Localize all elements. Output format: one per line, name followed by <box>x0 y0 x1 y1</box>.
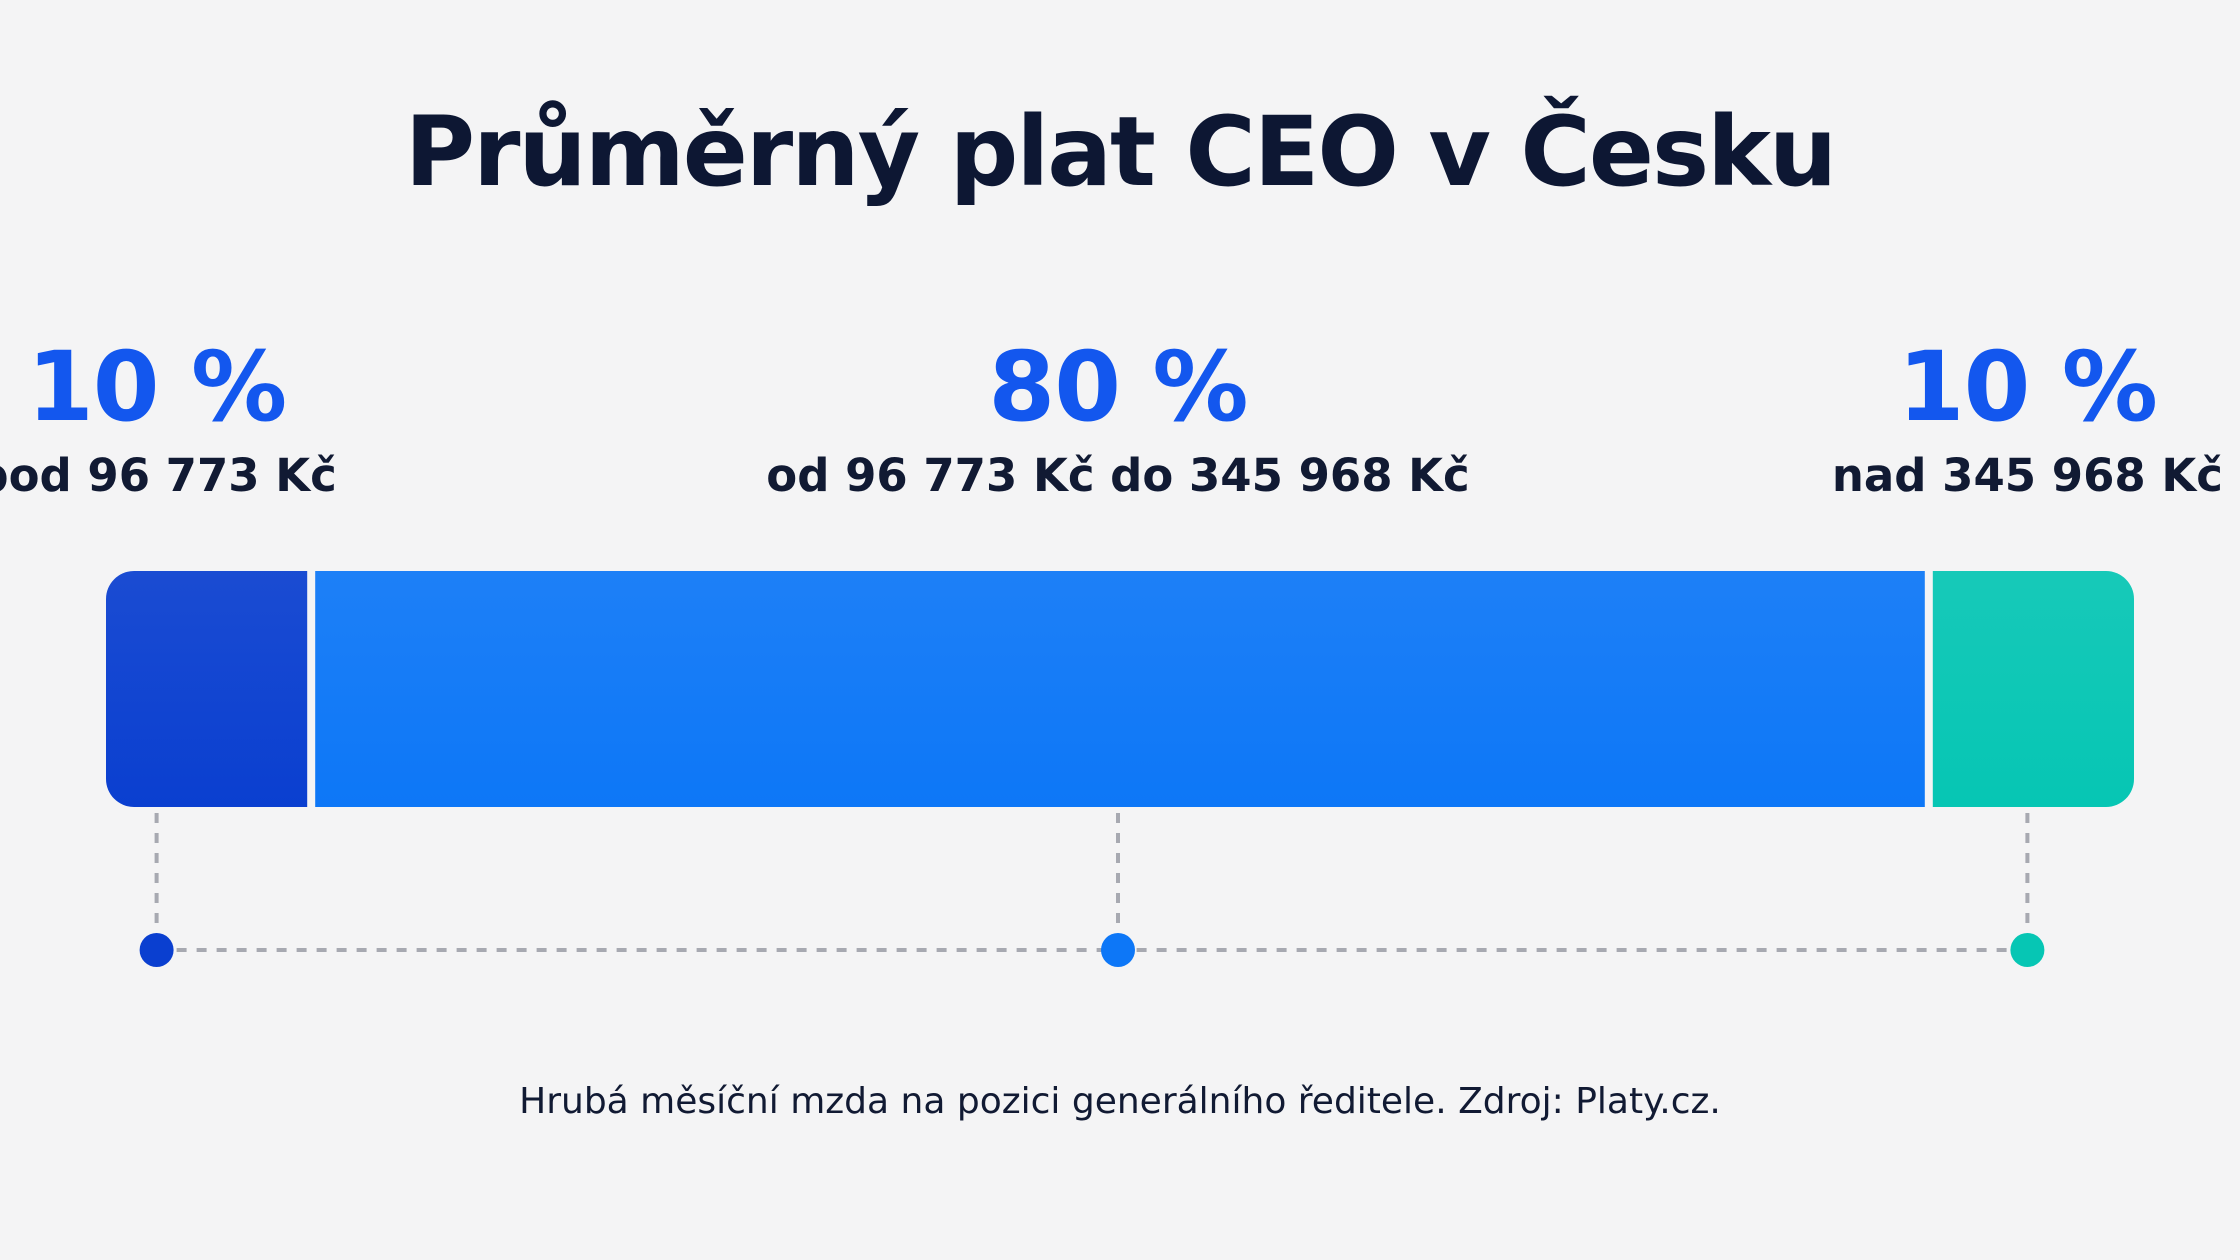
segment-percent: 10 % <box>27 331 287 443</box>
connectors <box>139 813 2045 967</box>
segment-percent: 80 % <box>988 331 1248 443</box>
connector-dot-1 <box>139 933 174 967</box>
segment-range: od 96 773 Kč do 345 968 Kč <box>766 449 1470 502</box>
connector-dot-3 <box>2010 933 2045 967</box>
segment-range: pod 96 773 Kč <box>0 449 337 502</box>
bar-segment-3 <box>1932 571 2134 807</box>
segment-percent: 10 % <box>1897 331 2158 443</box>
connector-dot-2 <box>1101 933 1135 967</box>
page-title: Průměrný plat CEO v Česku <box>404 96 1838 208</box>
segment-label-3: 10 % nad 345 968 Kč <box>1577 332 2240 504</box>
bar-segment-1 <box>106 571 308 807</box>
bar-segment-2 <box>315 571 1925 807</box>
source-caption: Hrubá měsíční mzda na pozici generálního… <box>519 1081 1721 1122</box>
segment-label-1: 10 % pod 96 773 Kč <box>0 332 607 504</box>
segment-label-2: 80 % od 96 773 Kč do 345 968 Kč <box>668 332 1568 504</box>
segment-range: nad 345 968 Kč <box>1831 449 2223 502</box>
bar-segments <box>106 571 2134 807</box>
